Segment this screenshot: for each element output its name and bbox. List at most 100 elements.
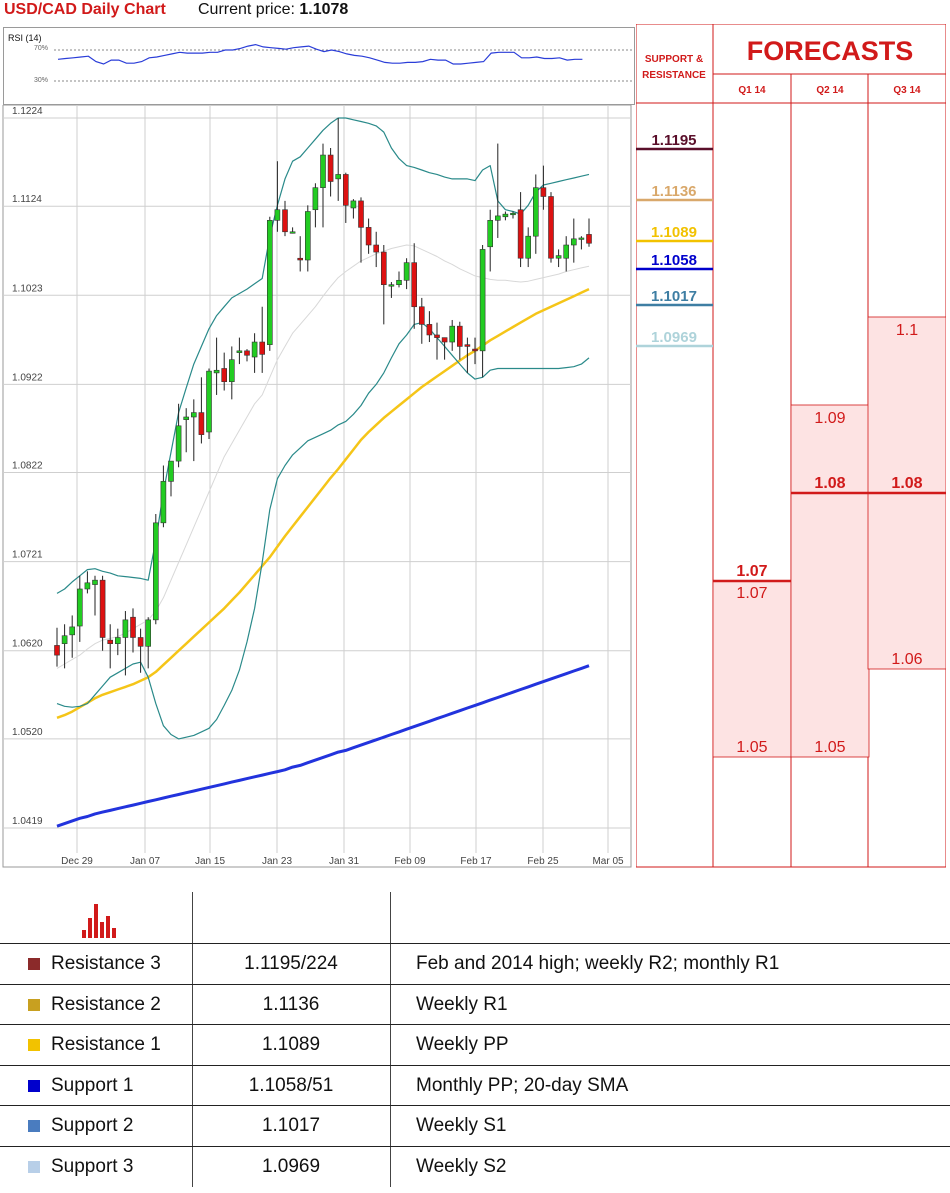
forecast-median-q2: 1.08 (814, 475, 845, 492)
y-tick-label: 1.0721 (12, 550, 43, 561)
candle-body (251, 341, 258, 358)
candle-body (282, 209, 288, 233)
candle-body (555, 255, 562, 259)
candle-body (297, 257, 304, 261)
candle-body (274, 209, 281, 221)
candle-body (403, 262, 410, 281)
candle-body (388, 284, 395, 287)
rsi-chart (54, 43, 632, 82)
candle-body (153, 522, 159, 621)
candle-body (517, 209, 524, 259)
y-tick-label: 1.0520 (12, 727, 43, 738)
x-tick-label: Dec 29 (61, 856, 93, 867)
levels-table: Resistance 3 1.1195/224 Feb and 2014 high;… (0, 880, 950, 1193)
sr-level-label: 1.1136 (651, 183, 696, 200)
candle-body (434, 334, 440, 338)
rsi-level-low: 30% (34, 77, 49, 84)
table-row: Support 3 1.0969 Weekly S2 (0, 1145, 950, 1187)
table-row: Resistance 2 1.1136 Weekly R1 (0, 983, 950, 1025)
level-name: Resistance 3 (51, 953, 161, 974)
candle-body (449, 325, 456, 343)
candle-body (107, 639, 113, 644)
candle-body (191, 412, 197, 418)
level-color-swatch (28, 1079, 40, 1092)
forecast-panel: FORECASTS SUPPORT & RESISTANCE Q1 14 Q2 … (636, 24, 946, 868)
sr-level-label: 1.1058 (651, 252, 697, 269)
level-value: 1.1058/51 (248, 1074, 334, 1096)
sr-header-line1: SUPPORT & (645, 54, 703, 65)
forecast-low-q1: 1.05 (736, 739, 767, 756)
table-row: Support 2 1.1017 Weekly S1 (0, 1105, 950, 1146)
candle-body (396, 279, 402, 285)
x-tick-label: Jan 23 (262, 856, 292, 867)
level-name: Resistance 1 (51, 1034, 161, 1055)
level-color-swatch (28, 1160, 40, 1173)
candle-body (494, 215, 501, 221)
level-value: 1.1089 (261, 1034, 321, 1055)
sr-header-line2: RESISTANCE (642, 70, 706, 81)
x-tick-label: Feb 17 (460, 856, 492, 867)
bar-chart-icon (82, 904, 116, 938)
level-comment: Weekly R1 (416, 993, 508, 1015)
level-color-swatch (28, 1120, 40, 1132)
candle-body (570, 238, 577, 246)
level-color-swatch (28, 1039, 40, 1051)
y-tick-label: 1.0620 (12, 639, 43, 650)
forecast-median-q3: 1.08 (891, 475, 922, 492)
candle-body (350, 200, 357, 209)
sma-long-line (56, 664, 590, 828)
candle-body (456, 325, 463, 347)
candle-body (175, 425, 182, 462)
candle-body (122, 619, 129, 638)
candle-body (244, 350, 250, 356)
candle-body (335, 174, 342, 180)
sr-level-label: 1.1017 (651, 288, 697, 305)
chart-header: USD/CAD Daily Chart Current price: 1.107… (0, 0, 640, 24)
candle-body (266, 220, 273, 345)
candle-body (380, 251, 387, 285)
sr-level-label: 1.1089 (651, 224, 697, 241)
forecast-high-q3: 1.1 (896, 322, 918, 339)
candle-body (479, 249, 486, 352)
candle-body (198, 412, 205, 435)
candle-body (69, 626, 75, 636)
candle-body (84, 582, 91, 590)
candle-body (464, 344, 471, 347)
bollinger-lower-line (56, 322, 590, 740)
candle-body (586, 234, 592, 244)
candle-body (418, 306, 425, 325)
candle-body (502, 213, 509, 218)
x-tick-label: Jan 31 (329, 856, 359, 867)
forecast-col-q3: Q3 14 (893, 85, 921, 96)
y-tick-label: 1.0822 (12, 461, 43, 472)
candle-body (145, 619, 151, 647)
candle-body (525, 235, 532, 259)
table-row: Support 1 1.1058/51 Monthly PP; 20-day SMA (0, 1064, 950, 1106)
level-comment: Weekly PP (416, 1034, 509, 1055)
x-tick-label: Jan 07 (130, 856, 160, 867)
sr-level-label: 1.0969 (651, 329, 697, 346)
current-price-label: Current price: 1.1078 (198, 1, 349, 18)
forecast-range-q1 (712, 580, 792, 758)
candle-body (213, 369, 220, 374)
candle-body (130, 616, 136, 638)
candle-body (487, 220, 494, 248)
level-value: 1.1195/224 (244, 953, 338, 974)
candle-body (312, 187, 319, 211)
forecast-median-q1: 1.07 (736, 563, 767, 580)
candle-body (426, 324, 433, 336)
forecast-col-q1: Q1 14 (738, 85, 766, 96)
forecast-high-q2: 1.09 (814, 410, 845, 427)
x-tick-label: Feb 25 (527, 856, 559, 867)
rsi-panel: RSI (14) 70% 30% (3, 27, 635, 105)
candle-body (229, 359, 235, 383)
candle-body (160, 481, 167, 524)
candle-body (441, 337, 448, 343)
level-name: Support 3 (51, 1155, 134, 1177)
rsi-level-high: 70% (34, 45, 49, 52)
level-comment: Weekly S2 (416, 1155, 507, 1177)
level-value: 1.1017 (261, 1115, 321, 1136)
candle-body (472, 348, 478, 352)
candle-body (236, 350, 243, 353)
candle-body (137, 637, 144, 647)
